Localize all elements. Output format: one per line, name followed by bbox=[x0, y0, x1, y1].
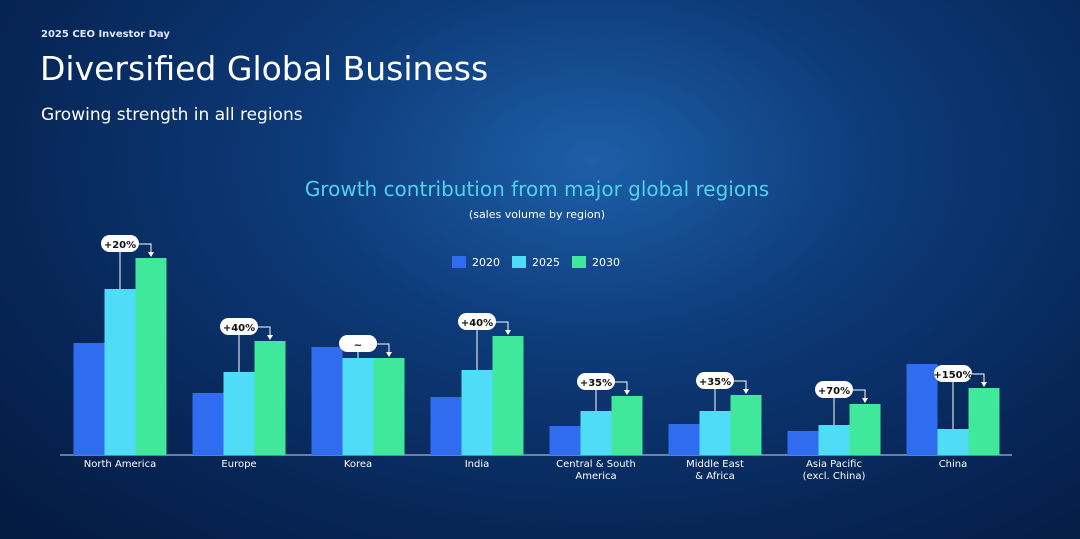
slide-title: Diversified Global Business bbox=[40, 49, 488, 88]
growth-label: +35% bbox=[580, 378, 612, 389]
bar bbox=[311, 347, 343, 455]
legend-swatch bbox=[452, 256, 466, 268]
growth-bubble bbox=[220, 318, 258, 335]
arrow-head bbox=[505, 330, 511, 335]
growth-bubble bbox=[815, 381, 853, 398]
bar bbox=[192, 393, 224, 455]
bar bbox=[580, 411, 612, 455]
bar bbox=[430, 397, 462, 455]
bar bbox=[461, 370, 493, 455]
growth-bubble bbox=[101, 235, 139, 252]
growth-label: +35% bbox=[699, 377, 731, 388]
slide-subtitle: Growing strength in all regions bbox=[41, 105, 303, 125]
bar bbox=[73, 343, 105, 455]
bar bbox=[937, 429, 969, 455]
chart-subtitle: (sales volume by region) bbox=[469, 208, 605, 221]
legend-label: 2025 bbox=[532, 256, 560, 269]
growth-bubble bbox=[339, 335, 377, 352]
arrow-head bbox=[743, 389, 749, 394]
x-tick-label: Central & South America bbox=[556, 459, 636, 482]
growth-bubble bbox=[577, 373, 615, 390]
x-tick-label: Europe bbox=[221, 459, 257, 470]
growth-label: +40% bbox=[223, 323, 255, 334]
bar bbox=[699, 411, 731, 455]
growth-label: +40% bbox=[461, 318, 493, 329]
x-tick-label: Middle East & Africa bbox=[686, 459, 744, 482]
bar bbox=[906, 364, 938, 455]
arrow-head bbox=[624, 390, 630, 395]
bar bbox=[492, 336, 524, 455]
bar bbox=[849, 404, 881, 455]
growth-bubble bbox=[934, 365, 972, 382]
x-tick-label: Korea bbox=[343, 459, 373, 470]
growth-bubble bbox=[458, 313, 496, 330]
bar bbox=[968, 388, 1000, 455]
bar bbox=[787, 431, 819, 455]
arrow-head bbox=[981, 382, 987, 387]
bar bbox=[668, 424, 700, 455]
growth-label: ~ bbox=[354, 340, 362, 351]
chart-title: Growth contribution from major global re… bbox=[305, 177, 769, 201]
bar bbox=[730, 395, 762, 455]
legend-swatch bbox=[512, 256, 526, 268]
bar bbox=[254, 341, 286, 455]
bar bbox=[342, 358, 374, 455]
x-tick-label: North America bbox=[83, 459, 157, 470]
bar bbox=[104, 289, 136, 455]
event-label: 2025 CEO Investor Day bbox=[41, 29, 170, 40]
growth-label: +150% bbox=[933, 370, 972, 381]
growth-bubble bbox=[696, 372, 734, 389]
legend-label: 2020 bbox=[472, 256, 500, 269]
bar bbox=[611, 396, 643, 455]
bar bbox=[373, 358, 405, 455]
arrow-head bbox=[386, 352, 392, 357]
arrow-head bbox=[862, 398, 868, 403]
bar bbox=[135, 258, 167, 455]
bar bbox=[549, 426, 581, 455]
legend-swatch bbox=[572, 256, 586, 268]
legend-label: 2030 bbox=[592, 256, 620, 269]
growth-label: +70% bbox=[818, 386, 850, 397]
bar bbox=[223, 372, 255, 455]
bar bbox=[818, 425, 850, 455]
growth-label: +20% bbox=[104, 240, 136, 251]
x-tick-label: China bbox=[938, 459, 968, 470]
x-tick-label: India bbox=[464, 459, 490, 470]
arrow-head bbox=[148, 252, 154, 257]
arrow-head bbox=[267, 335, 273, 340]
x-tick-label: Asia Pacific (excl. China) bbox=[802, 459, 866, 482]
